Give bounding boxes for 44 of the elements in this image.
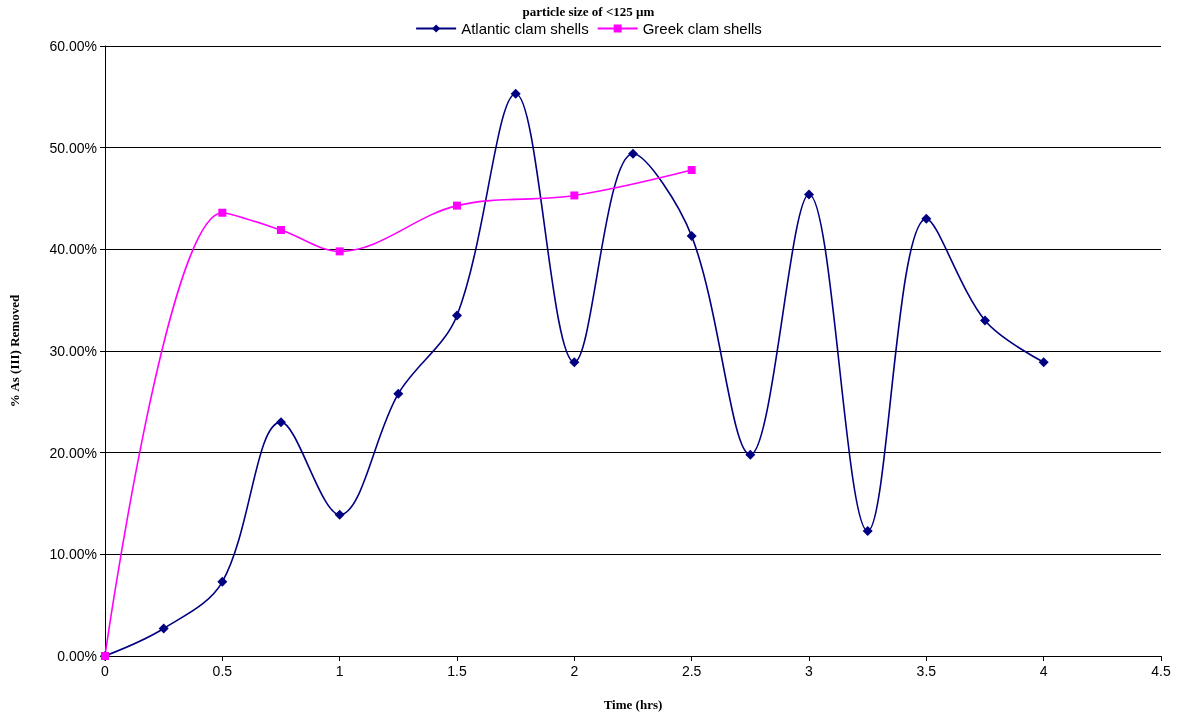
point [921,213,932,224]
point [980,315,990,326]
chart-title: particle size of <125 µm [522,4,655,19]
x-tick-label: 0 [101,663,110,679]
x-tick-label: 2.5 [681,663,702,679]
point [686,231,697,242]
point [862,525,873,536]
x-tick-label: 4.5 [1151,663,1171,679]
x-tick-label: 2 [570,663,579,679]
point [452,310,462,321]
y-tick-label: 0.00% [57,648,97,664]
point [217,576,228,587]
point [569,357,580,368]
y-tick-label: 30.00% [49,343,97,359]
x-tick-label: 4 [1039,663,1048,679]
point [158,623,169,634]
point [276,417,286,428]
point [687,166,696,175]
point [570,191,579,200]
y-axis-title: % As (III) Removed [7,294,22,408]
y-tick-label: 50.00% [49,139,97,156]
point [335,247,344,256]
y-tick-label: 60.00% [49,38,97,54]
legend-label: Atlantic clam shells [461,20,589,37]
point [334,509,345,520]
point [628,148,638,159]
point [453,201,461,210]
point [277,226,285,235]
x-tick-label: 0.5 [212,663,233,679]
x-tick-label: 3.5 [916,663,937,679]
x-tick-label: 1 [335,663,344,679]
y-tick-label: 10.00% [49,546,97,563]
point [1038,357,1049,368]
point [393,388,404,399]
point [218,208,227,217]
y-tick-label: 20.00% [49,444,97,461]
y-tick-label: 40.00% [49,241,97,258]
legend-label: Greek clam shells [642,20,762,37]
x-axis-title: Time (hrs) [603,697,663,712]
point [510,88,521,99]
x-tick-label: 3 [805,663,814,679]
x-tick-label: 1.5 [447,663,467,679]
point [745,449,756,460]
point [804,189,814,200]
